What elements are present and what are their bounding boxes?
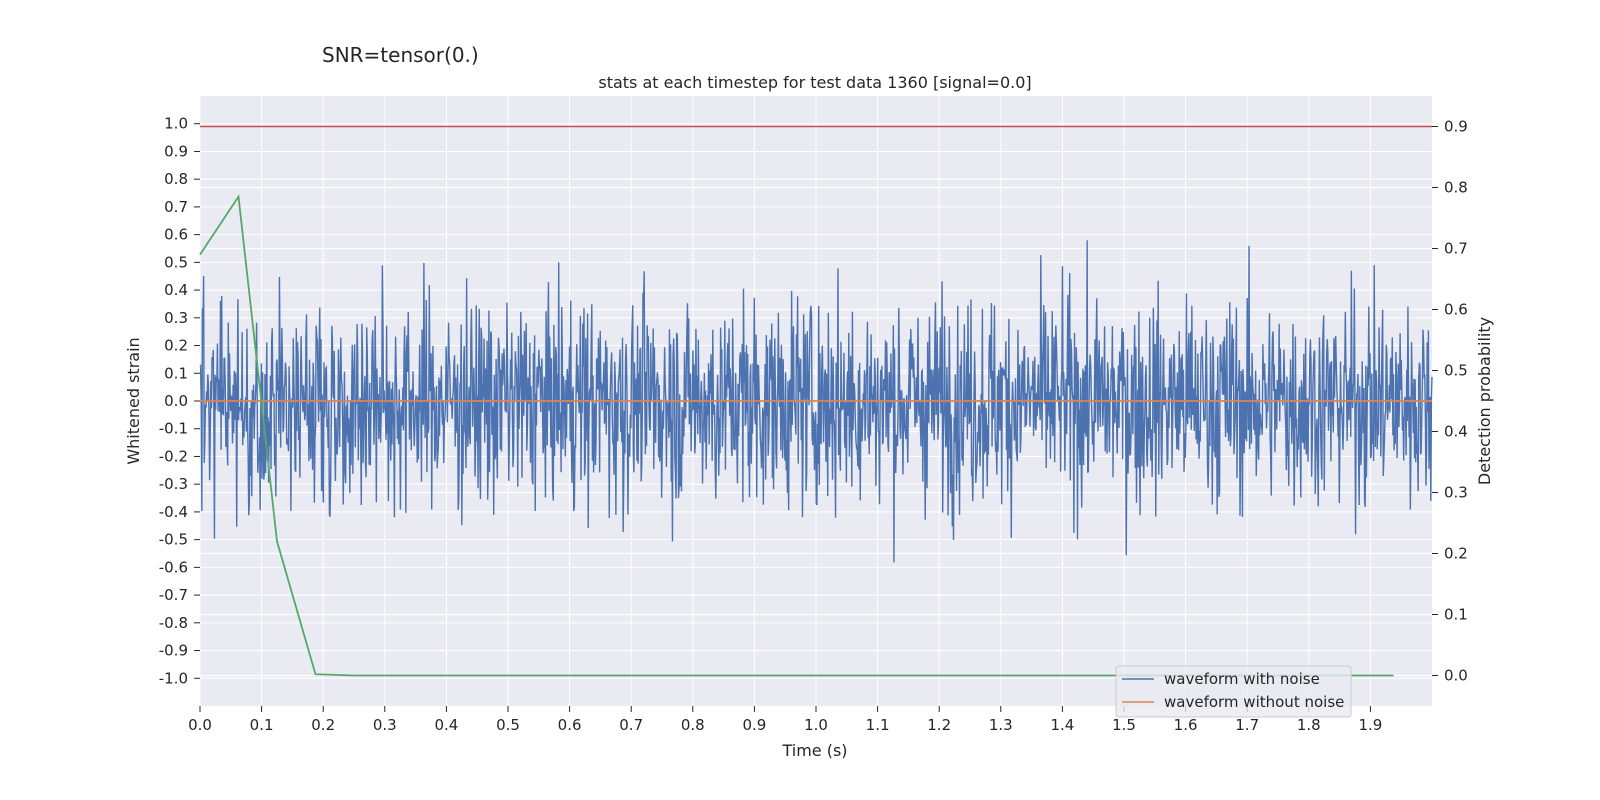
y-tick-label: -0.6 <box>159 558 188 576</box>
legend: waveform with noise waveform without noi… <box>1115 665 1352 718</box>
suptitle: SNR=tensor(0.) <box>322 43 479 67</box>
y2-axis-label: Detection probability <box>1475 317 1494 485</box>
x-tick-label: 0.7 <box>619 716 643 734</box>
y-tick-label: 0.8 <box>164 170 188 188</box>
y-tick-label: 0.4 <box>164 281 188 299</box>
y2-tick-label: 0.3 <box>1444 484 1468 502</box>
y2-tick-label: 0.2 <box>1444 545 1468 563</box>
x-tick-label: 0.6 <box>558 716 582 734</box>
y2-tick-label: 0.7 <box>1444 240 1468 258</box>
x-tick-label: 0.3 <box>373 716 397 734</box>
legend-label-with-noise: waveform with noise <box>1164 670 1320 688</box>
y-tick-label: -0.2 <box>159 447 188 465</box>
y-tick-label: 0.1 <box>164 364 188 382</box>
y-tick-label: -0.3 <box>159 475 188 493</box>
x-tick-label: 1.2 <box>927 716 951 734</box>
y-tick-label: -1.0 <box>159 669 188 687</box>
x-tick-label: 1.1 <box>866 716 890 734</box>
y-tick-label: 0.3 <box>164 309 188 327</box>
x-tick-label: 0.9 <box>742 716 766 734</box>
y2-tick-label: 0.6 <box>1444 301 1468 319</box>
y-tick-label: 0.2 <box>164 337 188 355</box>
y2-tick-label: 0.1 <box>1444 606 1468 624</box>
x-tick-label: 1.0 <box>804 716 828 734</box>
y-tick-label: 0.6 <box>164 226 188 244</box>
x-tick-label: 0.1 <box>250 716 274 734</box>
x-tick-label: 0.8 <box>681 716 705 734</box>
y-tick-label: 0.5 <box>164 253 188 271</box>
y-tick-label: -0.5 <box>159 531 188 549</box>
x-tick-label: 0.0 <box>188 716 212 734</box>
y2-axis-ticks: 0.9 0.8 0.7 0.6 0.5 0.4 0.3 0.2 0.1 0.0 <box>1432 118 1468 685</box>
y2-tick-label: 0.5 <box>1444 362 1468 380</box>
x-tick-label: 1.5 <box>1112 716 1136 734</box>
series-detection-probability <box>199 194 1394 677</box>
x-tick-label: 1.7 <box>1235 716 1259 734</box>
y-tick-label: -0.7 <box>159 586 188 604</box>
y-axis-label: Whitened strain <box>124 337 143 464</box>
y2-tick-label: 0.0 <box>1444 667 1468 685</box>
x-tick-label: 0.5 <box>496 716 520 734</box>
x-axis-label: Time (s) <box>781 741 847 760</box>
x-tick-label: 1.9 <box>1358 716 1382 734</box>
legend-box <box>1115 665 1352 718</box>
legend-label-without-noise: waveform without noise <box>1164 693 1344 711</box>
y-tick-label: -0.4 <box>159 503 188 521</box>
chart-title: stats at each timestep for test data 136… <box>598 73 1031 92</box>
y-tick-label: 1.0 <box>164 115 188 133</box>
y-tick-label: 0.9 <box>164 142 188 160</box>
y2-tick-label: 0.4 <box>1444 423 1468 441</box>
y-tick-label: -0.8 <box>159 614 188 632</box>
x-tick-label: 1.3 <box>989 716 1013 734</box>
y-axis-ticks: 1.0 0.9 0.8 0.7 0.6 0.5 0.4 0.3 0.2 0.1 0.0 -0.1 -0.… <box>159 115 200 687</box>
series-waveform-with-noise <box>199 240 1433 563</box>
y-tick-label: -0.9 <box>159 642 188 660</box>
plot-lines <box>199 125 1433 677</box>
x-tick-label: 1.4 <box>1050 716 1074 734</box>
y-tick-label: -0.1 <box>159 420 188 438</box>
y2-tick-label: 0.8 <box>1444 179 1468 197</box>
x-tick-label: 1.6 <box>1174 716 1198 734</box>
y-tick-label: 0.7 <box>164 198 188 216</box>
x-axis-ticks: 0.0 0.1 0.2 0.3 0.4 0.5 0.6 0.7 0.8 0.9 1.0 1.1 1.2 1… <box>188 706 1382 734</box>
x-tick-label: 0.4 <box>434 716 458 734</box>
y-tick-label: 0.0 <box>164 392 188 410</box>
y2-tick-label: 0.9 <box>1444 118 1468 136</box>
x-tick-label: 1.8 <box>1297 716 1321 734</box>
x-tick-label: 0.2 <box>311 716 335 734</box>
